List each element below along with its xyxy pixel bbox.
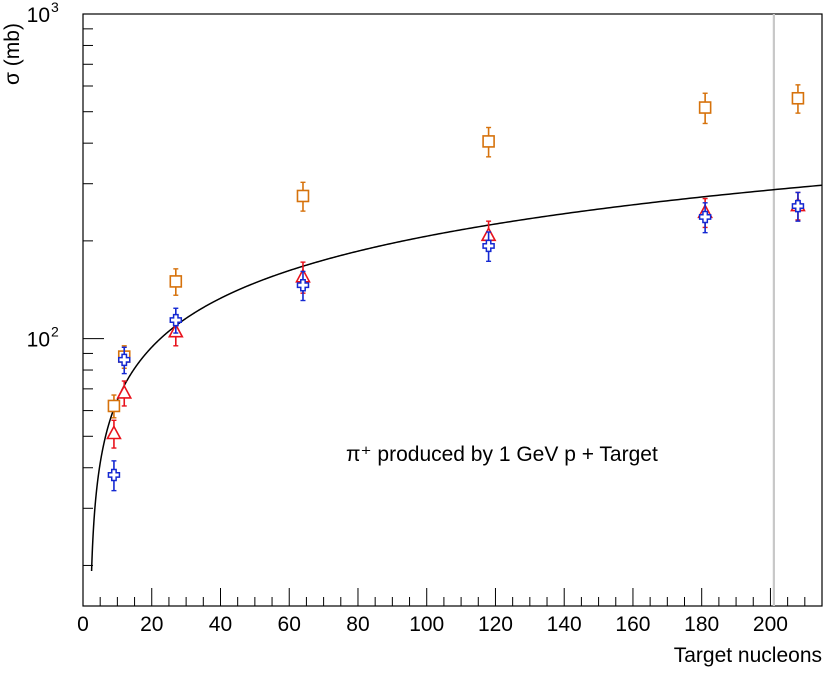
x-axis-label: Target nucleons bbox=[674, 644, 822, 667]
data-point-cross bbox=[296, 278, 310, 292]
y-tick-label: 10 bbox=[27, 329, 50, 352]
series-squares bbox=[107, 84, 805, 419]
y-tick-exponent: 2 bbox=[51, 324, 59, 340]
y-tick-exponent: 3 bbox=[51, 0, 59, 15]
data-point-square bbox=[169, 275, 183, 288]
data-point-cross bbox=[791, 199, 805, 213]
data-point-square bbox=[482, 135, 495, 148]
data-point-cross bbox=[107, 468, 121, 482]
data-point-cross bbox=[482, 239, 495, 253]
x-tick-label: 80 bbox=[346, 613, 369, 636]
data-point-cross bbox=[698, 210, 712, 224]
data-point-cross bbox=[169, 313, 183, 327]
x-tick-label: 120 bbox=[478, 613, 513, 636]
y-tick-label: 10 bbox=[27, 4, 50, 27]
y-axis-label: σ (mb) bbox=[1, 23, 24, 85]
x-tick-label: 0 bbox=[77, 613, 89, 636]
x-tick-label: 140 bbox=[547, 613, 582, 636]
data-point-triangle bbox=[116, 384, 133, 399]
series-crosses bbox=[107, 191, 805, 492]
data-points bbox=[106, 84, 806, 492]
x-tick-label: 40 bbox=[209, 613, 232, 636]
data-point-cross bbox=[118, 353, 131, 367]
plot-frame bbox=[82, 13, 823, 607]
fit-curve bbox=[90, 184, 822, 571]
x-tick-label: 20 bbox=[140, 613, 163, 636]
x-tick-label: 60 bbox=[278, 613, 301, 636]
data-point-square bbox=[791, 91, 805, 105]
data-point-square bbox=[296, 189, 310, 203]
x-tick-label: 180 bbox=[684, 613, 719, 636]
data-point-square bbox=[107, 399, 121, 413]
plot-annotation: π⁺ produced by 1 GeV p + Target bbox=[346, 443, 658, 466]
data-point-square bbox=[698, 101, 712, 114]
x-tick-label: 160 bbox=[615, 613, 650, 636]
x-tick-label: 200 bbox=[753, 613, 788, 636]
data-point-triangle bbox=[106, 424, 122, 440]
fit-curve-group bbox=[90, 184, 822, 571]
x-tick-label: 100 bbox=[409, 613, 444, 636]
